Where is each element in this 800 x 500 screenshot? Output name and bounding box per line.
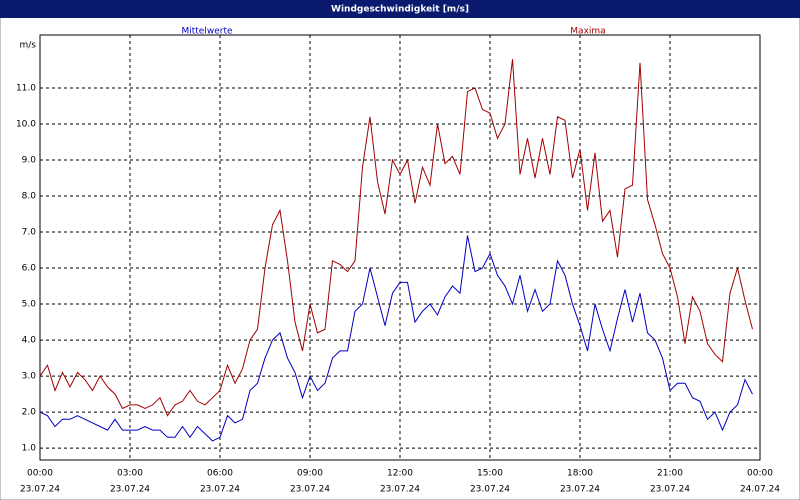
x-tick-label: 00:00: [27, 469, 53, 479]
x-tick-label: 09:00: [297, 469, 323, 479]
y-axis-label: m/s: [20, 41, 37, 51]
x-tick-label: 18:00: [567, 469, 593, 479]
data-line: [39, 59, 753, 417]
y-tick-label: 3.0: [22, 372, 37, 382]
y-tick-label: 9.0: [22, 155, 37, 165]
x-tick-label: 12:00: [387, 469, 413, 479]
y-tick-label: 7.0: [22, 228, 37, 238]
x-tick-date: 23.07.24: [110, 485, 150, 495]
data-line: [39, 235, 753, 442]
x-tick-label: 06:00: [207, 469, 233, 479]
plot-border: [39, 34, 761, 461]
chart-title: Windgeschwindigkeit [m/s]: [331, 5, 469, 15]
y-tick-label: 5.0: [22, 300, 37, 310]
y-tick-label: 10.0: [16, 119, 36, 129]
legend-label: Maxima: [570, 27, 605, 37]
x-tick-label: 03:00: [117, 469, 143, 479]
y-tick-label: 8.0: [22, 191, 37, 201]
y-tick-label: 11.0: [16, 83, 36, 93]
x-tick-date: 23.07.24: [650, 485, 690, 495]
y-tick-label: 2.0: [22, 408, 37, 418]
x-tick-date: 23.07.24: [290, 485, 330, 495]
y-tick-label: 6.0: [22, 264, 37, 274]
x-tick-date: 23.07.24: [20, 485, 60, 495]
x-tick-date: 23.07.24: [200, 485, 240, 495]
x-tick-date: 23.07.24: [380, 485, 420, 495]
title-bar: [0, 0, 800, 18]
x-tick-label: 15:00: [477, 469, 503, 479]
legend-label: Mittelwerte: [181, 27, 232, 37]
y-tick-label: 4.0: [22, 336, 37, 346]
x-tick-date: 23.07.24: [560, 485, 600, 495]
x-tick-label: 00:00: [747, 469, 773, 479]
x-tick-date: 23.07.24: [470, 485, 510, 495]
y-tick-label: 1.0: [22, 444, 37, 454]
x-tick-date: 24.07.24: [740, 485, 780, 495]
x-tick-label: 21:00: [657, 469, 683, 479]
